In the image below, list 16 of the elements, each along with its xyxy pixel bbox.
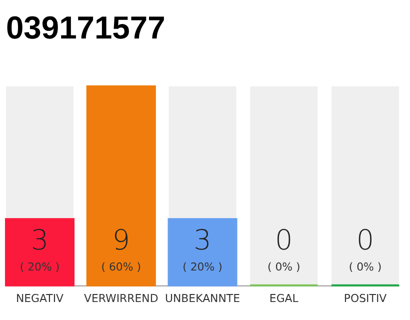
annotation: ( 0% ) (348, 260, 382, 274)
x-tick-label: UNBEKANNTE (164, 292, 240, 305)
data-label: 0 (356, 224, 374, 257)
chart-title: 039171577 (6, 10, 166, 46)
annotation: ( 20% ) (182, 260, 222, 274)
data-label: 0 (275, 224, 293, 257)
data-label: 9 (112, 224, 130, 257)
annotation: ( 60% ) (101, 260, 142, 274)
data-label: 3 (194, 224, 212, 257)
x-tick-label: NEGATIV (16, 292, 64, 305)
annotation: ( 0% ) (267, 260, 300, 274)
x-tick-label: VERWIRREND (84, 292, 158, 305)
annotation: ( 20% ) (20, 260, 60, 274)
x-tick-label: POSITIV (344, 292, 388, 305)
x-tick-label: EGAL (269, 292, 300, 305)
data-label: 3 (30, 224, 49, 257)
